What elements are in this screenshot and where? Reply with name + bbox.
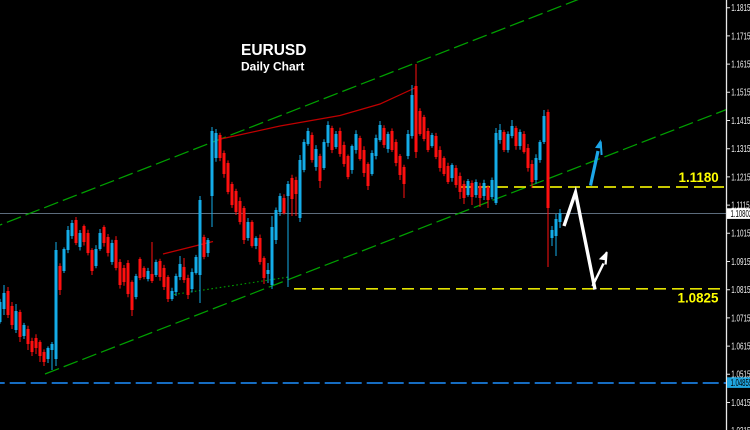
svg-text:1.1180: 1.1180 [679,170,719,185]
svg-text:1.1615: 1.1615 [731,58,750,70]
svg-text:1.0615: 1.0615 [731,340,750,352]
svg-text:1.1215: 1.1215 [731,171,750,183]
svg-text:1.1015: 1.1015 [731,227,750,239]
svg-text:1.0715: 1.0715 [731,312,750,324]
svg-text:1.0825: 1.0825 [678,291,720,306]
svg-text:1.0815: 1.0815 [731,284,750,296]
svg-text:1.0315: 1.0315 [731,425,750,430]
svg-text:1.1415: 1.1415 [731,114,750,126]
svg-text:Daily Chart: Daily Chart [241,60,304,74]
svg-text:1.1315: 1.1315 [731,143,750,155]
svg-text:1.1815: 1.1815 [731,2,750,14]
svg-text:1.10802: 1.10802 [731,208,750,219]
svg-text:1.1715: 1.1715 [731,30,750,42]
svg-text:1.0515: 1.0515 [731,368,750,380]
svg-text:EURUSD: EURUSD [241,42,306,59]
svg-text:1.0915: 1.0915 [731,255,750,267]
svg-text:1.1115: 1.1115 [731,199,750,211]
svg-text:1.1515: 1.1515 [731,86,750,98]
svg-text:1.04855: 1.04855 [731,377,750,388]
svg-text:1.0415: 1.0415 [731,396,750,408]
